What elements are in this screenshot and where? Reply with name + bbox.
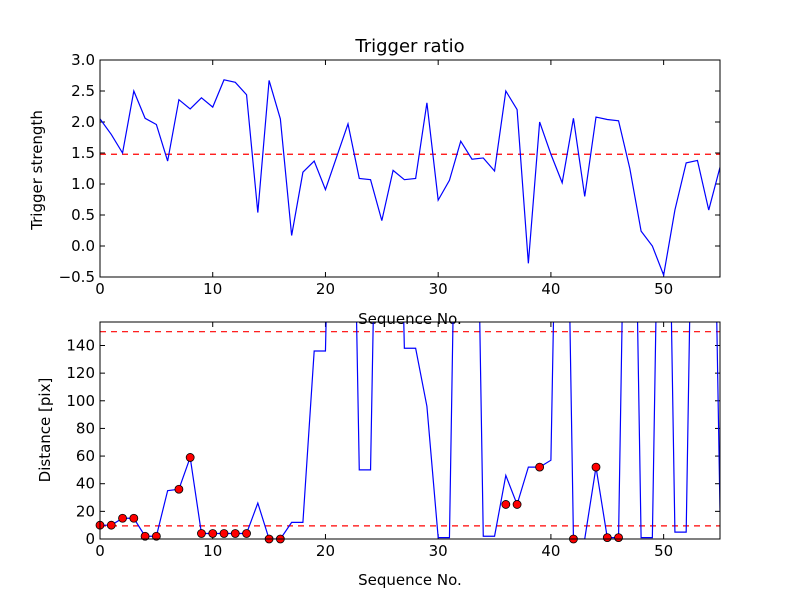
bottom-markers: [95, 453, 623, 544]
bottom-x-tick-label: 50: [654, 542, 673, 560]
top-series: [100, 79, 720, 277]
bottom-marker-point: [129, 513, 139, 523]
bottom-marker-point: [106, 520, 116, 530]
bottom-y-tick-label: 60: [76, 447, 95, 465]
bottom-y-tick-label: 100: [66, 392, 95, 410]
top-y-tick-label: 1.0: [71, 175, 95, 193]
bottom-marker-point: [501, 500, 511, 509]
top-y-tick-label: −0.5: [59, 268, 95, 286]
top-plot-frame: [99, 59, 721, 278]
bottom-threshold-lines: [100, 331, 720, 527]
top-y-tick-label: 0.0: [71, 237, 95, 255]
top-x-tick-label: 10: [203, 280, 222, 298]
top-series-line: [100, 79, 720, 277]
bottom-marker-point: [535, 462, 545, 472]
bottom-y-axis-label: Distance [pix]: [36, 378, 54, 483]
bottom-x-tick-label: 40: [541, 542, 560, 560]
top-y-tick-label: 1.5: [71, 144, 95, 162]
bottom-y-tick-label: 120: [66, 364, 95, 382]
bottom-x-axis-label: Sequence No.: [358, 571, 462, 589]
top-y-tick-label: 3.0: [71, 51, 95, 69]
bottom-y-tick-label: 140: [66, 336, 95, 354]
bottom-marker-point: [512, 500, 522, 509]
top-x-tick-label: 30: [429, 280, 448, 298]
chart-title: Trigger ratio: [354, 36, 464, 57]
top-x-tick-label: 50: [654, 280, 673, 298]
bottom-marker-point: [185, 453, 195, 462]
bottom-marker-point: [230, 529, 240, 538]
distance-chart: Distance [pix] Sequence No. 0 10 20 30 40 500…: [36, 321, 721, 589]
top-y-tick-label: 0.5: [71, 206, 95, 224]
bottom-y-tick-label: 0: [85, 530, 95, 548]
bottom-marker-point: [208, 529, 218, 538]
bottom-marker-point: [591, 462, 601, 472]
top-x-tick-label: 20: [316, 280, 335, 298]
bottom-marker-point: [151, 531, 161, 541]
bottom-y-tick-label: 20: [76, 502, 95, 520]
bottom-ticks: 0 10 20 30 40 50 0 20 40 60 80 100 120 140: [66, 322, 720, 560]
bottom-x-tick-label: 10: [203, 542, 222, 560]
bottom-marker-point: [614, 533, 623, 543]
top-y-axis-label: Trigger strength: [28, 110, 46, 231]
top-x-axis-label: Sequence No.: [358, 310, 462, 328]
bottom-marker-point: [118, 513, 127, 523]
bottom-marker-point: [140, 531, 150, 541]
bottom-marker-point: [219, 529, 229, 538]
top-y-tick-label: 2.0: [71, 113, 95, 131]
top-ticks: 0 10 20 30 40 50 −0.5 0.0 0.5 1.0 1.5 2.0 2.5 3.0: [59, 51, 720, 298]
top-x-tick-label: 40: [541, 280, 560, 298]
trigger-ratio-chart: Trigger ratio Trigger strength Sequence …: [28, 36, 721, 328]
bottom-marker-point: [602, 533, 612, 543]
top-x-tick-label: 0: [95, 280, 105, 298]
bottom-plot-frame: [99, 321, 721, 540]
bottom-marker-point: [242, 529, 251, 538]
bottom-x-tick-label: 30: [429, 542, 448, 560]
bottom-marker-point: [174, 484, 184, 494]
top-y-tick-label: 2.5: [71, 82, 95, 100]
bottom-marker-point: [197, 529, 206, 538]
bottom-y-tick-label: 80: [76, 419, 95, 437]
bottom-y-tick-label: 40: [76, 475, 95, 493]
bottom-x-tick-label: 20: [316, 542, 335, 560]
bottom-x-tick-label: 0: [95, 542, 105, 560]
